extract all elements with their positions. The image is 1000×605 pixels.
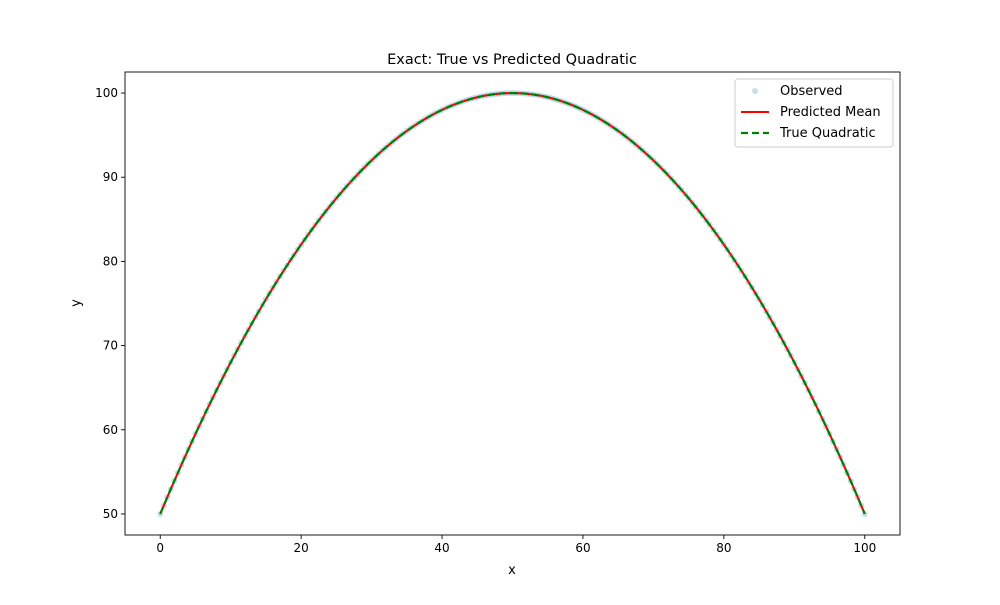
x-tick-label: 100 — [853, 541, 876, 555]
y-tick-label: 80 — [103, 254, 118, 268]
legend-observed-label: Observed — [780, 84, 843, 99]
legend-observed-marker — [752, 88, 758, 94]
x-tick-label: 0 — [156, 541, 164, 555]
axes: 0 20 40 60 80 100 50 60 70 80 90 100 — [95, 71, 901, 555]
legend: Observed Predicted Mean True Quadratic — [734, 78, 894, 148]
y-axis-label: y — [69, 299, 84, 307]
predicted-mean-line — [159, 92, 866, 515]
y-tick-label: 100 — [95, 86, 118, 100]
x-axis-label: x — [508, 563, 516, 578]
legend-predicted-label: Predicted Mean — [780, 105, 881, 120]
legend-box — [734, 78, 894, 148]
chart-title: Exact: True vs Predicted Quadratic — [387, 52, 637, 68]
y-tick-label: 70 — [103, 339, 118, 353]
y-tick-label: 50 — [103, 507, 118, 521]
x-tick-label: 80 — [716, 541, 731, 555]
legend-true-label: True Quadratic — [779, 126, 876, 141]
true-quadratic-line — [159, 91, 866, 515]
plot-area — [157, 90, 868, 517]
y-tick-label: 90 — [103, 170, 118, 184]
axes-frame — [124, 71, 901, 536]
x-tick-label: 40 — [434, 541, 449, 555]
y-tick-label: 60 — [103, 423, 118, 437]
x-tick-label: 60 — [575, 541, 590, 555]
x-tick-label: 20 — [293, 541, 308, 555]
